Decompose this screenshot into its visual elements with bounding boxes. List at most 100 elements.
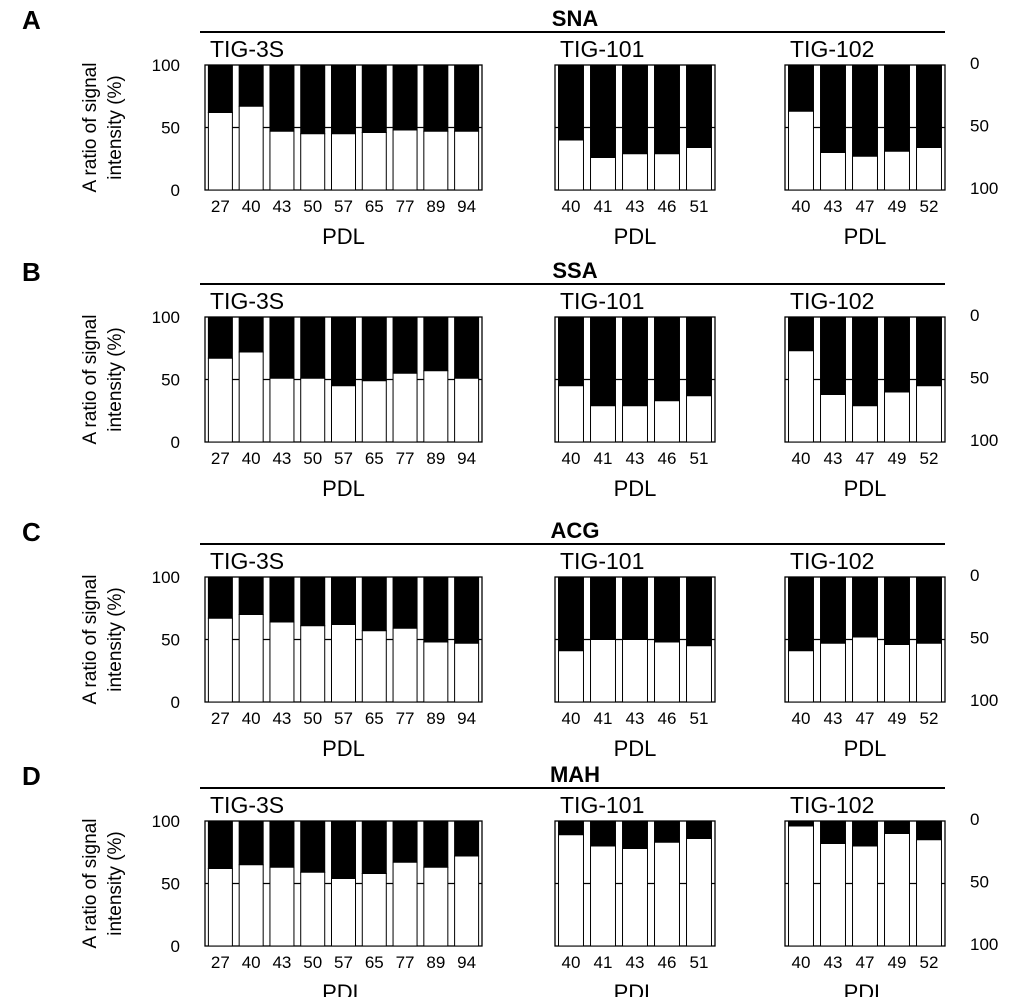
panel-c-ylabel-line2: intensity (%) (105, 587, 126, 692)
panel-c-group-tig-3s-xtick: 57 (334, 709, 353, 728)
panel-d-group-tig-3s-label: TIG-3S (210, 792, 284, 818)
panel-c-right-tick: 50 (970, 629, 989, 648)
panel-c-left-tick: 50 (161, 631, 180, 650)
panel-b-group-tig-102-xtick: 40 (792, 449, 811, 468)
panel-c-group-tig-102-xtick: 47 (856, 709, 875, 728)
panel-b-group-tig-102-bar-upper (884, 316, 910, 393)
panel-b-right-tick: 0 (970, 306, 979, 325)
panel-b-group-tig-102-xlabel: PDL (844, 476, 887, 501)
panel-a-group-tig-102-xtick: 52 (920, 197, 939, 216)
panel-d-group-tig-3s-xtick: 89 (426, 953, 445, 972)
panel-d-group-tig-3s-xlabel: PDL (322, 980, 365, 997)
panel-c-group-tig-102-bar-lower (916, 642, 942, 703)
panel-c-group-tig-3s-bar-lower (392, 627, 418, 703)
panel-c-group-tig-101-bar-lower (558, 650, 584, 703)
panel-c-group-tig-3s-bar-upper (423, 576, 449, 643)
panel-b-group-tig-101-bar-lower (654, 400, 680, 443)
panel-c-group-tig-101-bar-upper (622, 576, 648, 640)
panel-d-group-tig-3s-xtick: 27 (211, 953, 230, 972)
panel-d-group-tig-101-label: TIG-101 (560, 792, 644, 818)
panel-c-group-tig-102-xtick: 49 (888, 709, 907, 728)
panel-a-ylabel-line2: intensity (%) (105, 75, 126, 180)
panel-d-group-tig-3s-bar-upper (392, 820, 418, 863)
panel-b-group-tig-3s-bar-upper (392, 316, 418, 374)
panel-b-group-tig-3s-bar-upper (238, 316, 264, 353)
panel-b-group-tig-101-xtick: 46 (658, 449, 677, 468)
panel-c-group-tig-102-xtick: 40 (792, 709, 811, 728)
panel-c-group-tig-101-bar-upper (558, 576, 584, 652)
panel-a-letter: A (22, 5, 41, 35)
panel-c-group-tig-3s-xtick: 94 (457, 709, 476, 728)
panel-a-group-tig-101-bar-lower (590, 157, 616, 191)
panel-c-group-tig-3s-bar-upper (269, 576, 295, 623)
panel-a-group-tig-102-bar-upper (916, 64, 942, 148)
panel-a-group-tig-101-bar-lower (654, 153, 680, 191)
panel-a-group-tig-101-bar-upper (622, 64, 648, 155)
panel-c-group-tig-102-bar-lower (820, 642, 846, 703)
panel-b-group-tig-102-bar-lower (916, 385, 942, 443)
panel-a-group-tig-3s-xtick: 65 (365, 197, 384, 216)
panel-b-group-tig-101-label: TIG-101 (560, 288, 644, 314)
panel-a-group-tig-3s-label: TIG-3S (210, 36, 284, 62)
panel-c-group-tig-3s-bar-lower (207, 617, 233, 703)
panel-c-left-tick: 0 (171, 693, 180, 712)
panel-a-group-tig-3s-bar-lower (238, 105, 264, 191)
panel-b-group-tig-3s-bar-lower (300, 377, 326, 443)
panel-d-left-tick: 50 (161, 875, 180, 894)
panel-d-group-tig-3s-bar-upper (300, 820, 326, 873)
panel-b-group-tig-3s-xtick: 89 (426, 449, 445, 468)
panel-c-right-tick: 100 (970, 691, 998, 710)
panel-d-group-tig-102-bar-upper (884, 820, 910, 834)
panel-b-group-tig-102-xtick: 43 (824, 449, 843, 468)
panel-c-group-tig-3s-bar-upper (454, 576, 480, 644)
panel-d-group-tig-101-bar-upper (558, 820, 584, 836)
panel-b-group-tig-102-bar-upper (852, 316, 878, 407)
panel-d-right-tick: 0 (970, 810, 979, 829)
panel-c-group-tig-3s-xtick: 65 (365, 709, 384, 728)
panel-b-group-tig-3s-xtick: 27 (211, 449, 230, 468)
panel-c-group-tig-101-bar-lower (622, 639, 648, 703)
panel-b-group-tig-102-label: TIG-102 (790, 288, 874, 314)
panel-d-group-tig-101-bar-lower (590, 845, 616, 947)
panel-a-group-tig-101-xtick: 51 (690, 197, 709, 216)
panel-c-group-tig-3s-bar-lower (361, 630, 387, 703)
panel-a-group-tig-3s-bar-lower (300, 133, 326, 191)
panel-d-group-tig-3s-bar-lower (392, 861, 418, 947)
panel-c-group-tig-3s-bar-upper (392, 576, 418, 629)
panel-d-group-tig-101-xtick: 41 (594, 953, 613, 972)
panel-b-group-tig-3s-bar-lower (238, 351, 264, 443)
panel-a-group-tig-101-xtick: 40 (562, 197, 581, 216)
panel-b-letter: B (22, 257, 41, 287)
panel-b-group-tig-101-bar-lower (622, 405, 648, 443)
panel-a-group-tig-102-bar-upper (884, 64, 910, 152)
panel-a-group-tig-101-bar-upper (558, 64, 584, 141)
panel-a-group-tig-102-bar-lower (820, 152, 846, 191)
panel-b-group-tig-3s-bar-upper (207, 316, 233, 359)
panel-a-group-tig-3s-bar-lower (454, 130, 480, 191)
panel-d-group-tig-3s-bar-lower (361, 873, 387, 947)
panel-a-group-tig-101-bar-lower (622, 153, 648, 191)
panel-c-group-tig-101-xtick: 51 (690, 709, 709, 728)
panel-c-group-tig-3s-bar-lower (238, 614, 264, 703)
panel-b-group-tig-3s-xtick: 65 (365, 449, 384, 468)
panel-d-group-tig-102-label: TIG-102 (790, 792, 874, 818)
panel-d-group-tig-3s-bar-upper (454, 820, 480, 857)
panel-c-right-tick: 0 (970, 566, 979, 585)
panel-d-group-tig-102-bar-upper (852, 820, 878, 847)
panel-c-ylabel-line1: A ratio of signal (80, 575, 101, 705)
panel-d-group-tig-3s-xtick: 40 (242, 953, 261, 972)
panel-c-group-tig-3s-bar-lower (454, 642, 480, 703)
panel-c-group-tig-3s-xtick: 27 (211, 709, 230, 728)
panel-c-group-tig-102-bar-upper (852, 576, 878, 638)
panel-d-group-tig-102-bar-lower (820, 843, 846, 947)
panel-b-group-tig-3s-xtick: 50 (303, 449, 322, 468)
panel-a-group-tig-3s-xlabel: PDL (322, 224, 365, 249)
panel-c-group-tig-3s-xtick: 89 (426, 709, 445, 728)
panel-b-ylabel-line2: intensity (%) (105, 327, 126, 432)
panel-b-group-tig-3s-bar-upper (423, 316, 449, 372)
panel-c-group-tig-3s-xtick: 77 (396, 709, 415, 728)
panel-c-group-tig-101-bar-upper (686, 576, 712, 647)
panel-d-group-tig-102-bar-upper (788, 820, 814, 827)
panel-b-group-tig-3s-bar-lower (392, 372, 418, 443)
panel-d-group-tig-102-xtick: 40 (792, 953, 811, 972)
